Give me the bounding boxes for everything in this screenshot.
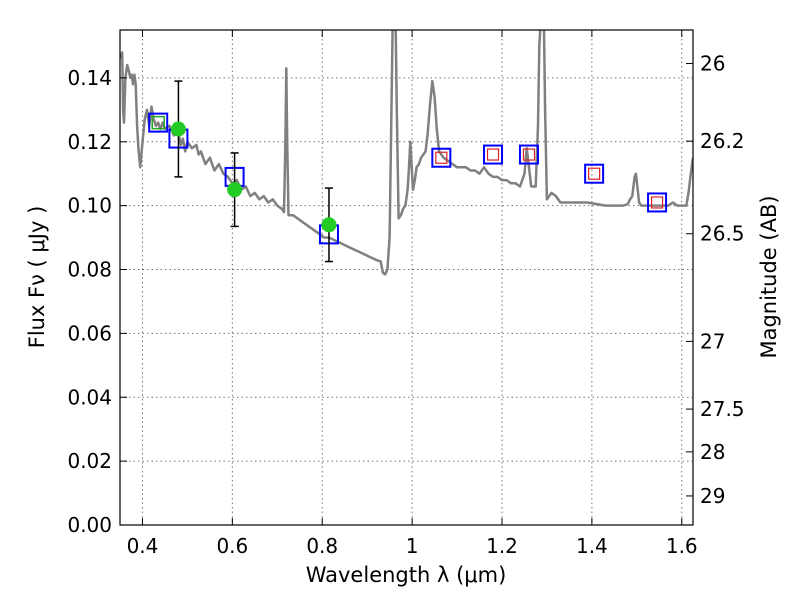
y-tick-label: 0.06 — [67, 321, 112, 345]
y-tick-label: 0.14 — [67, 66, 112, 90]
y-tick-label: 0.00 — [67, 513, 112, 537]
model-inner-red-point — [435, 151, 448, 164]
right-tick-label: 28 — [700, 440, 725, 464]
x-tick-label: 1.2 — [486, 534, 518, 558]
y-tick-label: 0.12 — [67, 130, 112, 154]
x-axis-label: Wavelength λ (μm) — [306, 563, 507, 587]
x-tick-label: 1.4 — [576, 534, 608, 558]
model-photometry-point — [647, 192, 668, 213]
model-inner-green-point — [151, 115, 165, 130]
plot-area — [120, 30, 693, 276]
model-spectrum-line — [120, 30, 693, 276]
right-tick-label: 27.5 — [700, 397, 745, 421]
right-tick-label: 29 — [700, 484, 725, 508]
model-photometry-point — [518, 144, 539, 165]
x-tick-label: 1 — [406, 534, 419, 558]
y-tick-label: 0.08 — [67, 258, 112, 282]
y-tick-label: 0.04 — [67, 385, 112, 409]
axis-ticks: 0.4 0.6 0.8 1 1.2 1.4 1.6 0.00 0.02 0.04 0.06 0.08 0… — [67, 30, 745, 558]
model-inner-red-point — [588, 167, 601, 180]
right-tick-label: 26 — [700, 52, 725, 76]
grid — [120, 30, 693, 526]
model-inner-red-point — [522, 148, 536, 161]
y-tick-label: 0.10 — [67, 194, 112, 218]
model-photometry-point — [483, 144, 504, 165]
right-tick-label: 27 — [700, 329, 725, 353]
right-tick-label: 26.5 — [700, 222, 745, 246]
y-axis-label: Flux Fν ( μJy ) — [25, 206, 49, 349]
model-photometry-point — [584, 163, 605, 184]
right-tick-label: 26.2 — [700, 129, 745, 153]
model-inner-red-point — [650, 196, 664, 209]
observed-photometry-point — [321, 217, 337, 233]
x-tick-label: 0.8 — [306, 534, 338, 558]
model-inner-red-point — [486, 148, 500, 161]
observed-photometry-point — [227, 182, 243, 198]
observed-photometry-point — [170, 121, 186, 137]
x-tick-label: 1.6 — [666, 534, 698, 558]
plot-frame — [119, 29, 694, 526]
model-photometry-point — [148, 112, 169, 133]
model-photometry-point — [431, 147, 452, 168]
y-axis-right-label: Magnitude (AB) — [757, 195, 781, 358]
x-tick-label: 0.4 — [127, 534, 159, 558]
x-tick-label: 0.6 — [216, 534, 248, 558]
y-tick-label: 0.02 — [67, 449, 112, 473]
